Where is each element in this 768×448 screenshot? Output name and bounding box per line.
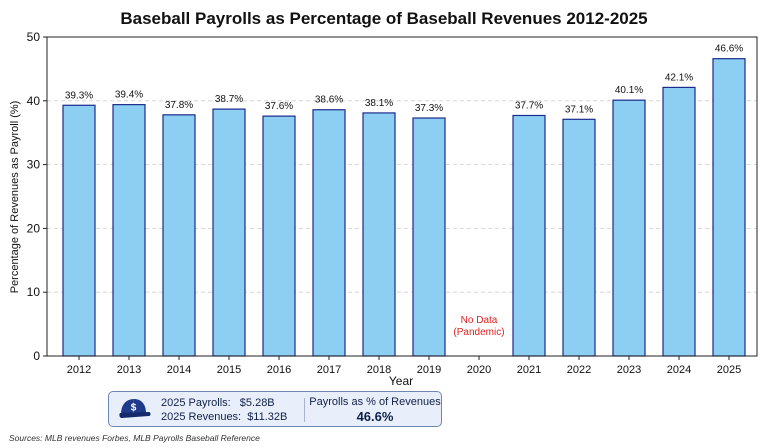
payrolls-label: 2025 Payrolls: <box>161 397 231 409</box>
data-labels: 39.3% 39.4% 37.8% 38.7% 37.6% 38.6% 38.1% 37.3%… <box>65 44 743 338</box>
x-tick-label: 2024 <box>667 364 691 376</box>
bar-2012 <box>62 104 96 357</box>
y-axis-title: Percentage of Revenues as Payroll (%) <box>9 101 21 294</box>
y-tick-label: 40 <box>27 94 41 108</box>
gridlines <box>47 100 757 293</box>
x-tick-label: 2020 <box>467 364 491 376</box>
bar-2023 <box>612 99 646 357</box>
x-tick-label: 2013 <box>117 364 141 376</box>
data-label-2022: 37.1% <box>565 104 593 115</box>
ratio-label: Payrolls as % of Revenues <box>309 396 441 408</box>
x-tick-label: 2022 <box>567 364 591 376</box>
payrolls-row: 2025 Payrolls: $5.28B <box>161 396 287 410</box>
bar-2017 <box>312 109 346 357</box>
revenues-row: 2025 Revenues: $11.32B <box>161 410 287 424</box>
y-tick-label: 20 <box>27 221 41 235</box>
revenues-value: $11.32B <box>247 411 288 423</box>
baseball-cap-dollar-icon: $ <box>119 399 151 418</box>
x-tick-label: 2018 <box>367 364 391 376</box>
x-tick-label: 2023 <box>617 364 641 376</box>
x-tick-label: 2016 <box>267 364 291 376</box>
x-axis-title: Year <box>389 374 413 388</box>
y-tick-label: 30 <box>27 158 41 172</box>
y-tick-label: 10 <box>27 285 41 299</box>
x-tick-label: 2019 <box>417 364 441 376</box>
info-divider <box>304 398 305 422</box>
pandemic-annotation: No Data <box>461 315 498 326</box>
bar-2014 <box>162 114 196 357</box>
svg-text:$: $ <box>131 403 137 414</box>
x-tick-label: 2012 <box>67 364 91 376</box>
x-tick-label: 2017 <box>317 364 341 376</box>
axes: 0 10 20 30 40 50 2012 2013 2014 2015 2016 2017 2018 2… <box>27 30 758 376</box>
data-label-2019: 37.3% <box>415 103 443 114</box>
ratio-value: 46.6% <box>356 409 394 424</box>
sources-note: Sources: MLB revenues Forbes, MLB Payrol… <box>9 433 260 443</box>
x-tick-label: 2025 <box>717 364 741 376</box>
data-label-2012: 39.3% <box>65 90 93 101</box>
payrolls-value: $5.28B <box>239 397 275 409</box>
bar-2015 <box>212 108 246 357</box>
revenues-label: 2025 Revenues: <box>161 411 242 423</box>
data-label-2014: 37.8% <box>165 100 193 111</box>
data-label-2015: 38.7% <box>215 94 243 105</box>
plot-frame <box>46 36 758 357</box>
data-label-2025: 46.6% <box>715 44 743 55</box>
data-label-2023: 40.1% <box>615 85 643 96</box>
data-label-2024: 42.1% <box>665 72 693 83</box>
bar-2013 <box>112 104 146 357</box>
pandemic-annotation: (Pandemic) <box>453 327 504 338</box>
y-tick-label: 50 <box>27 30 41 44</box>
x-tick-label: 2015 <box>217 364 241 376</box>
bar-2019 <box>412 117 446 357</box>
bar-2018 <box>362 112 396 357</box>
data-label-2017: 38.6% <box>315 95 343 106</box>
summary-info-box: $ 2025 Payrolls: $5.28B 2025 Revenues: $… <box>108 391 442 427</box>
bars <box>62 58 746 357</box>
data-label-2021: 37.7% <box>515 100 543 111</box>
bar-2024 <box>662 86 696 357</box>
data-label-2016: 37.6% <box>265 101 293 112</box>
bar-2016 <box>262 115 296 357</box>
y-tick-label: 0 <box>33 349 40 363</box>
x-tick-label: 2014 <box>167 364 191 376</box>
bar-2021 <box>512 114 546 357</box>
data-label-2013: 39.4% <box>115 90 143 101</box>
bar-2022 <box>562 118 596 357</box>
bar-2025 <box>712 58 746 357</box>
x-tick-label: 2021 <box>517 364 541 376</box>
chart-title: Baseball Payrolls as Percentage of Baseb… <box>120 9 648 28</box>
data-label-2018: 38.1% <box>365 98 393 109</box>
